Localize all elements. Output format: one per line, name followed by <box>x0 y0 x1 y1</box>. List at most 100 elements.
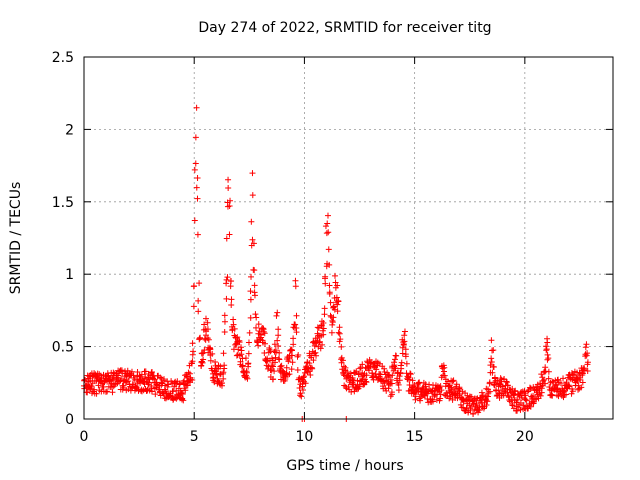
data-point <box>474 395 481 402</box>
data-point <box>563 379 570 386</box>
data-point <box>449 378 456 385</box>
data-point <box>236 339 243 346</box>
data-point <box>401 332 408 339</box>
data-point <box>329 317 336 324</box>
data-point <box>327 299 334 306</box>
data-point <box>355 371 362 378</box>
data-point <box>273 312 280 319</box>
data-point <box>196 335 203 342</box>
data-point <box>247 314 254 321</box>
data-point <box>245 363 252 370</box>
data-point <box>347 370 354 377</box>
data-point <box>272 354 279 361</box>
data-point <box>195 297 202 304</box>
data-point <box>264 365 271 372</box>
data-point <box>490 347 497 354</box>
data-point <box>200 356 207 363</box>
data-point <box>503 378 510 385</box>
data-point <box>238 347 245 354</box>
data-point <box>130 372 137 379</box>
data-point <box>544 351 551 358</box>
data-point <box>363 379 370 386</box>
data-point <box>220 375 227 382</box>
data-point <box>522 396 529 403</box>
data-point <box>274 337 281 344</box>
data-point <box>207 357 214 364</box>
data-point <box>317 345 324 352</box>
data-point <box>313 352 320 359</box>
data-point <box>578 384 585 391</box>
data-point <box>400 341 407 348</box>
data-point <box>193 184 200 191</box>
data-point <box>579 370 586 377</box>
data-point <box>247 288 254 295</box>
data-point <box>532 396 539 403</box>
data-point <box>288 366 295 373</box>
data-point <box>274 309 281 316</box>
data-point <box>293 312 300 319</box>
data-point <box>245 350 252 357</box>
data-point <box>365 367 372 374</box>
data-point <box>225 184 232 191</box>
x-axis-title: GPS time / hours <box>286 458 403 474</box>
data-point <box>476 407 483 414</box>
data-point <box>544 339 551 346</box>
data-point <box>81 376 88 383</box>
data-point <box>294 353 301 360</box>
data-point <box>176 381 183 388</box>
data-point <box>448 386 455 393</box>
data-point <box>554 385 561 392</box>
data-point <box>243 369 250 376</box>
data-point <box>325 246 332 253</box>
data-point <box>333 294 340 301</box>
data-point <box>248 218 255 225</box>
data-point <box>293 329 300 336</box>
data-point <box>493 387 500 394</box>
data-point <box>134 369 141 376</box>
data-point <box>530 400 537 407</box>
y-tick-label: 0 <box>65 412 74 428</box>
x-tick-label: 5 <box>190 429 199 445</box>
data-point <box>128 368 135 375</box>
data-point <box>523 397 530 404</box>
data-point <box>242 355 249 362</box>
data-point <box>232 334 239 341</box>
data-point <box>511 388 518 395</box>
data-point <box>271 368 278 375</box>
data-point <box>298 393 305 400</box>
data-point <box>282 375 289 382</box>
chart-title: Day 274 of 2022, SRMTID for receiver tit… <box>198 20 491 36</box>
data-point <box>178 389 185 396</box>
x-tick-label: 0 <box>80 429 89 445</box>
data-point <box>257 331 264 338</box>
data-point <box>275 332 282 339</box>
tick-labels: 0 0.5 1 1.5 2 2.5 0 5 10 15 20 <box>52 50 534 445</box>
data-point <box>266 345 273 352</box>
data-point <box>491 374 498 381</box>
data-point <box>289 347 296 354</box>
data-point <box>254 338 261 345</box>
data-point <box>228 278 235 285</box>
data-point <box>137 387 144 394</box>
data-point <box>324 212 331 219</box>
data-point <box>157 374 164 381</box>
data-point <box>396 377 403 384</box>
data-point <box>102 388 109 395</box>
data-point <box>207 346 214 353</box>
data-point <box>146 379 153 386</box>
data-point <box>562 391 569 398</box>
data-point <box>316 338 323 345</box>
data-point <box>252 311 259 318</box>
data-point <box>538 385 545 392</box>
data-point <box>289 359 296 366</box>
data-point <box>191 282 198 289</box>
data-point <box>584 350 591 357</box>
data-point <box>226 203 233 210</box>
data-point <box>109 389 116 396</box>
data-point <box>228 301 235 308</box>
data-point <box>268 362 275 369</box>
data-point <box>192 160 199 167</box>
data-point <box>373 366 380 373</box>
data-point <box>328 329 335 336</box>
data-point <box>138 371 145 378</box>
